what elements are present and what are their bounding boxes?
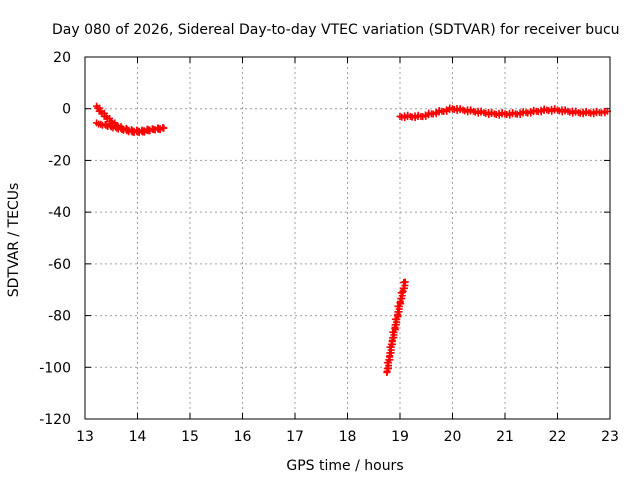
x-tick-label: 23 (601, 429, 619, 445)
x-tick-label: 20 (444, 429, 462, 445)
x-tick-label: 19 (391, 429, 409, 445)
series-2 (383, 278, 409, 376)
y-tick-label: -100 (39, 360, 71, 376)
x-tick-label: 16 (234, 429, 252, 445)
data-point-plus (401, 278, 409, 286)
y-tick-label: 0 (62, 102, 71, 118)
y-tick-label: -60 (48, 257, 71, 273)
x-tick-label: 21 (496, 429, 514, 445)
x-tick-label: 18 (339, 429, 357, 445)
y-tick-label: -80 (48, 309, 71, 325)
y-axis-label: SDTVAR / TECUs (6, 183, 22, 298)
x-tick-label: 14 (129, 429, 147, 445)
y-tick-label: 20 (53, 50, 71, 66)
chart-title: Day 080 of 2026, Sidereal Day-to-day VTE… (52, 22, 620, 38)
data-point-plus (160, 124, 168, 132)
plot-frame (84, 56, 611, 420)
x-tick-label: 15 (181, 429, 199, 445)
y-tick-label: -20 (48, 153, 71, 169)
y-tick-label: -120 (39, 412, 71, 428)
axis-ticks: 13 14 15 16 17 18 19 20 21 22 23 20 0 -20 -40 -60 -80 -10… (39, 50, 619, 445)
series-1 (93, 119, 168, 137)
y-tick-label: -40 (48, 205, 71, 221)
x-axis-label: GPS time / hours (286, 458, 403, 474)
data-points (93, 102, 611, 376)
x-tick-label: 13 (76, 429, 94, 445)
x-tick-label: 22 (549, 429, 567, 445)
series-3 (396, 104, 611, 122)
x-tick-label: 17 (286, 429, 304, 445)
